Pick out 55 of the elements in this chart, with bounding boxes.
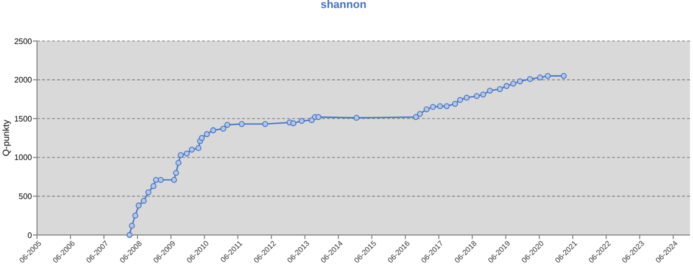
point [171,176,178,183]
point [140,198,147,204]
point [474,93,480,100]
point [128,222,135,229]
point [544,72,551,79]
point [195,145,202,152]
point [204,131,210,138]
point [224,122,230,128]
point [560,72,567,79]
point [173,170,180,176]
point [437,103,443,110]
point [457,97,464,103]
y-tick-label: 2500 [14,36,33,46]
point [464,94,470,101]
point [452,100,458,107]
point [527,76,533,82]
point [176,160,182,166]
point [486,88,493,94]
point [516,78,523,84]
y-tick-label: 500 [18,192,33,201]
point [430,104,436,110]
point [178,152,184,158]
point [198,135,205,141]
point [153,176,159,183]
point [412,114,419,120]
point [416,110,423,117]
y-tick-label: 1000 [14,153,33,162]
point [132,212,138,219]
point [184,150,190,156]
y-axis-title: Q-punkty [1,119,11,156]
point [290,120,296,126]
point [315,114,322,120]
point [537,74,544,80]
point [496,86,503,92]
point [238,121,245,127]
y-tick-label: 1500 [14,114,33,124]
point [298,118,305,124]
y-tick-label: 2000 [14,76,33,85]
point [220,126,226,132]
point [210,127,216,134]
point [136,202,142,208]
y-tick-label: 0 [28,230,33,240]
point [504,83,510,89]
point [424,106,430,112]
point [480,92,486,98]
point [188,146,195,153]
point [510,80,516,87]
point [150,183,156,190]
point [354,114,360,121]
point [126,232,132,238]
point [145,189,152,196]
point [262,121,268,127]
chart-title: shannon [320,0,367,11]
point [158,176,164,183]
point [444,103,450,110]
